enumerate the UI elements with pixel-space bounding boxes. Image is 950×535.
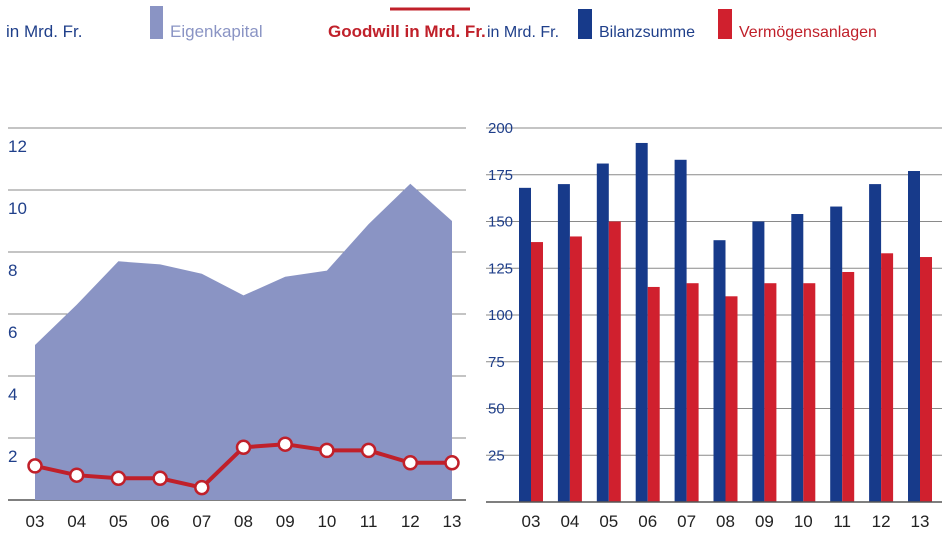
bar-bilanzsumme: [596, 163, 609, 502]
left-y-tick-label: 12: [8, 137, 27, 156]
left-area-chart: 2 4 6 8 10 12 03 04 05 06 07 08 09 10 11 12 13: [8, 127, 466, 531]
bar-vermoegensanlagen: [920, 257, 932, 502]
left-y-tick-label: 8: [8, 261, 17, 280]
right-bar-chart: 25 50 75 100 125 150 175 200 03 04 05 06 07 08 09 10 11 1…: [486, 120, 942, 531]
left-x-tick-label: 07: [192, 512, 211, 531]
left-x-tick-label: 08: [234, 512, 253, 531]
left-unit-label: in Mrd. Fr.: [6, 22, 83, 41]
legend-label-bilanzsumme: Bilanzsumme: [599, 24, 695, 41]
right-unit-label: in Mrd. Fr.: [487, 24, 559, 41]
bar-bilanzsumme: [791, 214, 804, 502]
left-x-tick-label: 11: [360, 512, 378, 531]
bar-bilanzsumme: [674, 159, 687, 503]
left-x-tick-label: 06: [151, 512, 170, 531]
bar-vermoegensanlagen: [569, 236, 582, 502]
goodwill-point: [27, 458, 43, 474]
right-x-tick-label: 13: [911, 512, 930, 531]
goodwill-point: [194, 479, 210, 496]
goodwill-point: [319, 442, 335, 459]
right-y-tick-label: 50: [488, 401, 505, 418]
bar-vermoegensanlagen: [842, 271, 855, 502]
bar-bilanzsumme: [869, 184, 882, 502]
right-x-tick-label: 12: [872, 512, 891, 531]
legend-swatch-bilanzsumme: [578, 9, 592, 39]
eigenkapital-area: [35, 183, 452, 501]
right-x-tick-label: 08: [716, 512, 735, 531]
goodwill-point: [235, 439, 252, 456]
goodwill-point: [68, 467, 85, 483]
right-x-tick-label: 11: [833, 512, 851, 531]
bar-vermoegensanlagen: [531, 242, 543, 502]
right-x-tick-label: 07: [677, 512, 696, 531]
right-x-tick-label: 05: [599, 512, 618, 531]
goodwill-point: [110, 470, 127, 487]
right-x-tick-label: 04: [560, 512, 579, 531]
legend-label-eigenkapital: Eigenkapital: [170, 22, 263, 41]
right-x-tick-label: 10: [794, 512, 813, 531]
left-x-tick-label: 13: [443, 512, 462, 531]
bar-vermoegensanlagen: [608, 221, 621, 502]
legend-label-vermoegensanlagen: Vermögensanlagen: [739, 24, 877, 41]
right-y-tick-label: 175: [488, 167, 513, 184]
right-x-tick-label: 03: [522, 512, 541, 531]
bar-vermoegensanlagen: [647, 286, 660, 502]
goodwill-point: [152, 470, 168, 487]
bar-bilanzsumme: [752, 221, 765, 502]
right-x-tick-label: 06: [638, 512, 657, 531]
left-x-tick-label: 12: [401, 512, 420, 531]
goodwill-point: [277, 436, 293, 452]
left-x-tick-label: 05: [109, 512, 128, 531]
bar-bilanzsumme: [519, 187, 531, 502]
right-y-tick-label: 150: [488, 214, 513, 231]
bar-vermoegensanlagen: [764, 283, 777, 502]
left-y-tick-label: 2: [8, 447, 17, 466]
right-y-tick-label: 200: [488, 120, 513, 137]
bar-bilanzsumme: [713, 240, 726, 502]
left-x-tick-label: 04: [67, 512, 86, 531]
legend-swatch-vermoegensanlagen: [718, 9, 732, 39]
left-y-tick-label: 4: [8, 385, 17, 404]
bar-bilanzsumme: [908, 171, 920, 502]
goodwill-point: [360, 442, 377, 459]
left-x-tick-label: 03: [26, 512, 45, 531]
goodwill-point: [444, 455, 460, 471]
right-x-tick-label: 09: [755, 512, 774, 531]
bar-bilanzsumme: [635, 142, 648, 502]
bar-vermoegensanlagen: [881, 253, 894, 502]
right-y-tick-label: 25: [488, 447, 505, 464]
left-x-tick-label: 10: [317, 512, 336, 531]
left-x-tick-label: 09: [276, 512, 295, 531]
legend-label-goodwill: Goodwill in Mrd. Fr.: [328, 22, 486, 41]
left-y-tick-label: 6: [8, 323, 17, 342]
right-y-tick-label: 100: [488, 307, 513, 324]
goodwill-point: [402, 455, 419, 471]
bar-vermoegensanlagen: [725, 296, 738, 502]
bar-vermoegensanlagen: [686, 283, 699, 502]
left-y-tick-label: 10: [8, 199, 27, 218]
bar-bilanzsumme: [557, 184, 570, 502]
bar-vermoegensanlagen: [803, 283, 816, 502]
legend-swatch-eigenkapital: [150, 6, 163, 39]
right-y-tick-label: 75: [488, 354, 505, 371]
right-y-tick-label: 125: [488, 260, 513, 277]
bar-bilanzsumme: [830, 206, 843, 503]
